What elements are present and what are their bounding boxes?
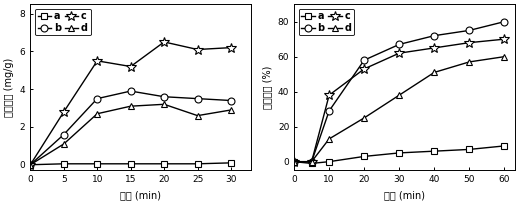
d <box>228 109 234 111</box>
c <box>396 52 402 54</box>
a <box>466 148 472 151</box>
b <box>396 43 402 46</box>
d <box>161 103 167 105</box>
Y-axis label: 光降解率 (%): 光降解率 (%) <box>262 66 272 109</box>
b <box>61 133 67 136</box>
c <box>94 60 100 62</box>
c <box>501 38 508 40</box>
d <box>501 55 508 58</box>
b <box>228 99 234 102</box>
Y-axis label: 吸附容量 (mg/g): 吸附容量 (mg/g) <box>4 58 14 117</box>
Line: c: c <box>289 34 509 166</box>
a <box>228 162 234 164</box>
c <box>361 68 367 70</box>
Line: c: c <box>25 37 236 170</box>
c <box>431 47 438 49</box>
c <box>27 164 33 166</box>
b <box>361 59 367 61</box>
Line: d: d <box>291 53 508 165</box>
c <box>161 41 167 43</box>
b <box>431 34 438 37</box>
b <box>501 20 508 23</box>
b <box>195 97 201 100</box>
a <box>396 152 402 154</box>
d <box>308 160 315 163</box>
Line: a: a <box>291 143 507 166</box>
b <box>291 160 297 163</box>
d <box>61 143 67 145</box>
X-axis label: 时间 (min): 时间 (min) <box>384 190 425 200</box>
b <box>161 95 167 98</box>
a <box>61 163 67 165</box>
b <box>466 29 472 32</box>
Line: d: d <box>27 101 235 168</box>
Legend: a, b, c, d: a, b, c, d <box>35 9 90 35</box>
Line: a: a <box>28 160 234 167</box>
c <box>326 94 332 96</box>
d <box>326 138 332 140</box>
c <box>228 46 234 49</box>
a <box>195 163 201 165</box>
d <box>431 71 438 74</box>
d <box>466 61 472 63</box>
d <box>291 160 297 163</box>
c <box>291 160 297 163</box>
a <box>94 163 100 165</box>
d <box>396 94 402 96</box>
d <box>27 164 33 166</box>
Legend: a, b, c, d: a, b, c, d <box>298 9 354 35</box>
b <box>27 164 33 166</box>
c <box>128 65 134 68</box>
c <box>466 41 472 44</box>
a <box>431 150 438 152</box>
d <box>195 114 201 117</box>
c <box>308 160 315 163</box>
a <box>161 163 167 165</box>
b <box>128 90 134 92</box>
a <box>326 160 332 163</box>
a <box>128 163 134 165</box>
d <box>128 105 134 108</box>
Line: b: b <box>27 88 235 168</box>
a <box>501 145 508 147</box>
c <box>61 111 67 113</box>
d <box>361 117 367 119</box>
a <box>308 162 315 165</box>
a <box>27 164 33 166</box>
d <box>94 113 100 115</box>
b <box>94 97 100 100</box>
X-axis label: 时间 (min): 时间 (min) <box>120 190 161 200</box>
a <box>291 160 297 163</box>
a <box>361 155 367 158</box>
b <box>308 160 315 163</box>
Line: b: b <box>291 18 508 165</box>
b <box>326 110 332 112</box>
c <box>195 48 201 51</box>
